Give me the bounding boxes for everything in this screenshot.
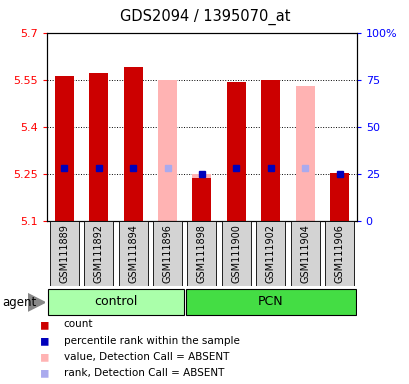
Text: ■: ■: [41, 366, 48, 379]
Bar: [226, 82, 245, 221]
Bar: [295, 86, 314, 221]
Text: GSM111904: GSM111904: [299, 224, 309, 283]
Bar: [221, 221, 250, 286]
Text: ■: ■: [41, 318, 48, 331]
Bar: [50, 221, 79, 286]
Text: GSM111896: GSM111896: [162, 224, 172, 283]
Text: percentile rank within the sample: percentile rank within the sample: [63, 336, 239, 346]
Bar: [158, 80, 177, 221]
Text: GSM111892: GSM111892: [94, 224, 103, 283]
Bar: [48, 290, 183, 315]
Bar: [84, 221, 113, 286]
Text: PCN: PCN: [257, 295, 283, 308]
Text: ■: ■: [41, 350, 48, 363]
Text: GSM111898: GSM111898: [196, 224, 207, 283]
Text: agent: agent: [2, 296, 36, 309]
Text: GDS2094 / 1395070_at: GDS2094 / 1395070_at: [119, 9, 290, 25]
Bar: [261, 80, 279, 221]
Text: ■: ■: [41, 334, 48, 347]
Text: value, Detection Call = ABSENT: value, Detection Call = ABSENT: [63, 352, 228, 362]
Bar: [55, 76, 74, 221]
Bar: [192, 178, 211, 221]
Bar: [89, 73, 108, 221]
Bar: [329, 173, 348, 221]
Text: GSM111900: GSM111900: [231, 224, 241, 283]
Text: control: control: [94, 295, 137, 308]
Bar: [192, 174, 211, 221]
Bar: [185, 290, 355, 315]
Text: count: count: [63, 319, 93, 329]
Bar: [153, 221, 182, 286]
Bar: [290, 221, 319, 286]
Text: rank, Detection Call = ABSENT: rank, Detection Call = ABSENT: [63, 368, 223, 378]
Polygon shape: [28, 294, 45, 311]
Text: GSM111906: GSM111906: [334, 224, 344, 283]
Bar: [324, 221, 353, 286]
Text: GSM111889: GSM111889: [59, 224, 69, 283]
Bar: [124, 67, 142, 221]
Bar: [118, 221, 147, 286]
Bar: [187, 221, 216, 286]
Text: GSM111894: GSM111894: [128, 224, 138, 283]
Text: GSM111902: GSM111902: [265, 224, 275, 283]
Bar: [256, 221, 285, 286]
